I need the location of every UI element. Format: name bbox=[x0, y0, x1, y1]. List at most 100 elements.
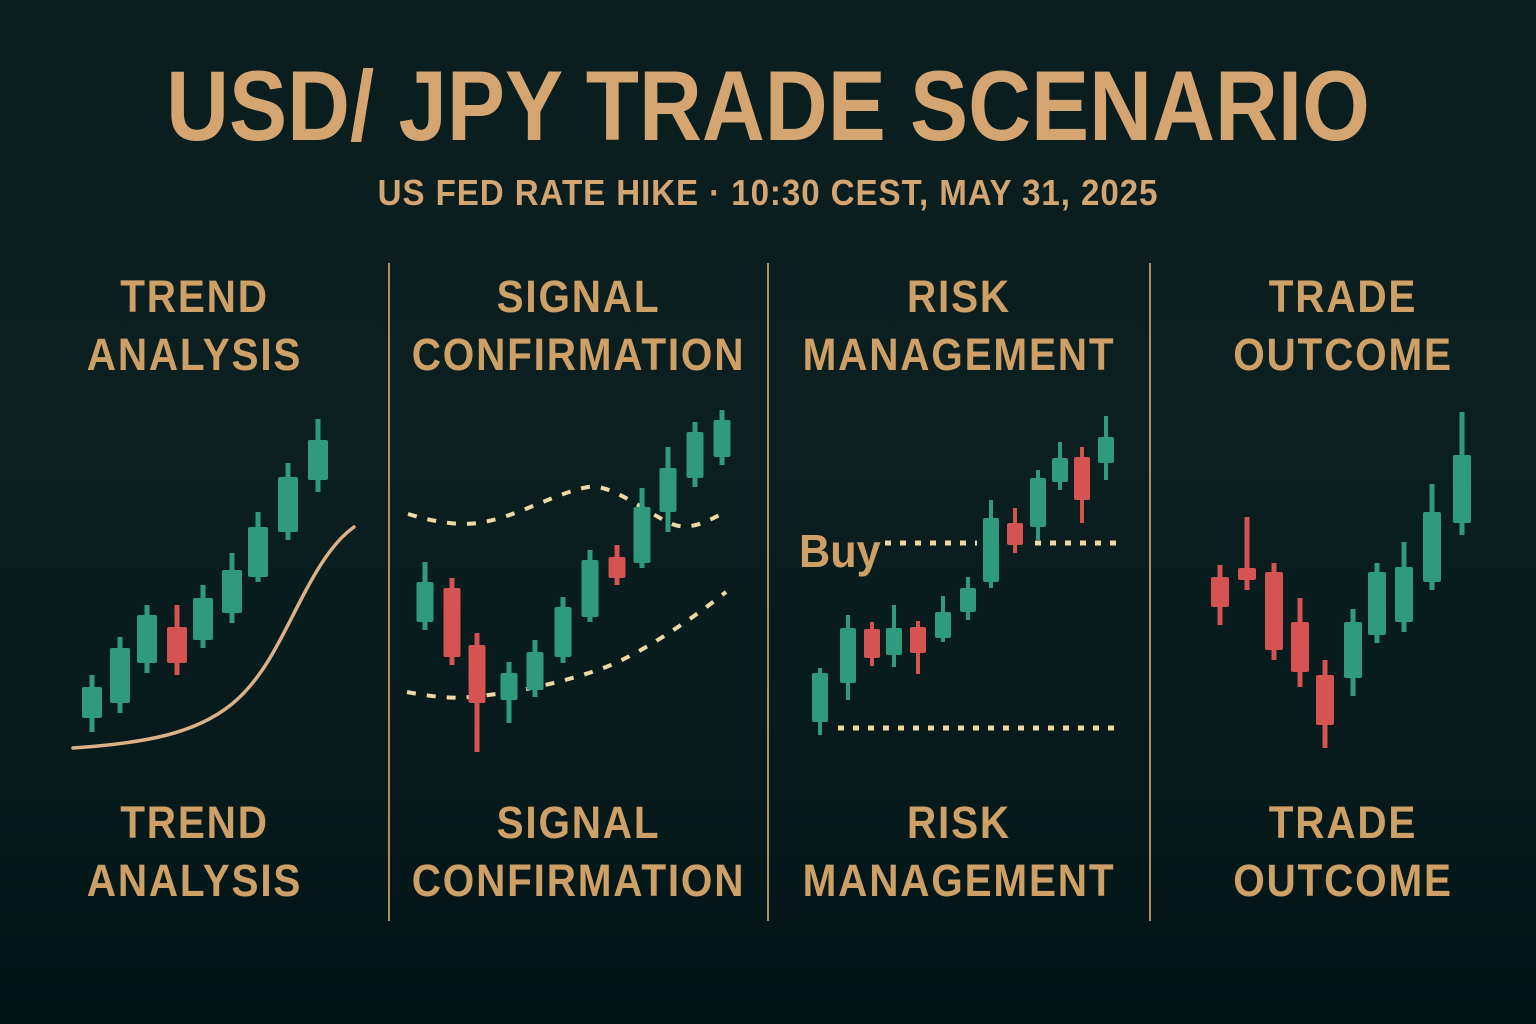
panel-footer-trade-outcome: TRADE OUTCOME bbox=[1233, 797, 1453, 906]
candle-body bbox=[1423, 512, 1441, 582]
panel-footer-signal-confirmation: SIGNAL CONFIRMATION bbox=[411, 797, 746, 906]
candle-up bbox=[983, 500, 999, 588]
candle-body bbox=[554, 607, 572, 657]
page-subtitle: US FED RATE HIKE · 10:30 CEST, MAY 31, 2… bbox=[377, 172, 1159, 213]
candle-up bbox=[416, 562, 434, 630]
candle-up bbox=[137, 605, 157, 673]
dotted-band-line bbox=[406, 590, 728, 700]
candle-down bbox=[910, 621, 926, 674]
candle-body bbox=[222, 570, 242, 613]
candle-body bbox=[910, 627, 926, 653]
candle-up bbox=[1453, 412, 1471, 535]
candle-up bbox=[1030, 470, 1046, 540]
panel-divider bbox=[1149, 263, 1151, 921]
candle-body bbox=[278, 477, 298, 532]
panel-header-trade-outcome: TRADE OUTCOME bbox=[1233, 271, 1453, 380]
candle-body bbox=[983, 518, 999, 582]
candle-body bbox=[840, 628, 856, 683]
panel-header-trend-analysis: TREND ANALYSIS bbox=[86, 271, 303, 380]
candle-body bbox=[1098, 437, 1114, 463]
candle-body bbox=[581, 560, 599, 617]
candle-up bbox=[308, 419, 328, 492]
candle-up bbox=[713, 410, 731, 465]
candle-up bbox=[248, 512, 268, 582]
candle-body bbox=[137, 615, 157, 663]
panel-header-signal-confirmation: SIGNAL CONFIRMATION bbox=[411, 271, 746, 380]
candle-body bbox=[1344, 622, 1362, 678]
candle-up bbox=[812, 668, 828, 735]
candle-body bbox=[1007, 523, 1023, 545]
candle-body bbox=[82, 687, 102, 718]
candle-up bbox=[581, 550, 599, 622]
candle-down bbox=[1074, 447, 1090, 523]
candle-body bbox=[1368, 572, 1386, 635]
candle-up bbox=[526, 640, 544, 697]
candle-body bbox=[686, 432, 704, 478]
candle-body bbox=[608, 557, 626, 578]
candle-body bbox=[960, 588, 976, 612]
candle-up bbox=[686, 422, 704, 487]
candle-down bbox=[1238, 517, 1256, 590]
panel-footer-trend-analysis: TREND ANALYSIS bbox=[86, 797, 303, 906]
candle-body bbox=[248, 527, 268, 577]
candle-body bbox=[1316, 675, 1334, 725]
candle-up bbox=[1395, 542, 1413, 632]
candle-up bbox=[82, 675, 102, 732]
candle-body bbox=[110, 648, 130, 703]
candle-body bbox=[1074, 457, 1090, 500]
candle-body bbox=[633, 507, 651, 563]
candle-up bbox=[222, 553, 242, 623]
candle-body bbox=[1265, 572, 1283, 650]
trend-line bbox=[71, 525, 356, 750]
candle-body bbox=[864, 629, 880, 658]
candle-body bbox=[1211, 577, 1229, 607]
candle-down bbox=[167, 605, 187, 675]
candle-body bbox=[500, 673, 518, 700]
candle-down bbox=[1316, 660, 1334, 748]
candle-body bbox=[1052, 458, 1068, 482]
panel-headers-top: TREND ANALYSIS SIGNAL CONFIRMATION RISK … bbox=[0, 268, 1536, 383]
candle-up bbox=[633, 488, 651, 568]
risk-management-chart bbox=[812, 416, 1120, 735]
candle-down bbox=[1265, 563, 1283, 660]
candle-body bbox=[659, 468, 677, 512]
candle-body bbox=[935, 612, 951, 638]
candle-up bbox=[1344, 609, 1362, 696]
candle-body bbox=[193, 598, 213, 640]
candle-body bbox=[713, 420, 731, 457]
candle-down bbox=[1211, 565, 1229, 625]
candle-down bbox=[468, 633, 486, 752]
candle-body bbox=[443, 588, 461, 657]
candle-down bbox=[1007, 508, 1023, 553]
candle-up bbox=[193, 585, 213, 648]
candle-body bbox=[812, 673, 828, 722]
candle-body bbox=[1030, 478, 1046, 527]
candle-up bbox=[960, 577, 976, 620]
panel-divider bbox=[388, 263, 390, 921]
candle-up bbox=[1423, 484, 1441, 590]
candle-body bbox=[1395, 567, 1413, 622]
candle-down bbox=[443, 578, 461, 665]
page-title: USD/ JPY TRADE SCENARIO bbox=[166, 50, 1370, 161]
candle-up bbox=[110, 637, 130, 713]
panel-footer-risk-management: RISK MANAGEMENT bbox=[802, 797, 1116, 906]
candle-up bbox=[554, 597, 572, 663]
trade-outcome-chart bbox=[1211, 412, 1471, 748]
candle-body bbox=[1291, 622, 1309, 672]
candle-down bbox=[1291, 598, 1309, 687]
candle-up bbox=[659, 447, 677, 532]
candle-down bbox=[864, 622, 880, 666]
buy-level-label: Buy bbox=[799, 525, 881, 577]
candle-up bbox=[886, 605, 902, 667]
candle-body bbox=[468, 645, 486, 703]
candle-up bbox=[500, 662, 518, 723]
candle-body bbox=[526, 652, 544, 690]
trend-analysis-chart bbox=[71, 419, 356, 750]
candle-up bbox=[278, 463, 298, 540]
candle-down bbox=[608, 545, 626, 585]
candle-body bbox=[167, 627, 187, 663]
panel-divider bbox=[767, 263, 769, 921]
candle-wick bbox=[1244, 517, 1250, 590]
